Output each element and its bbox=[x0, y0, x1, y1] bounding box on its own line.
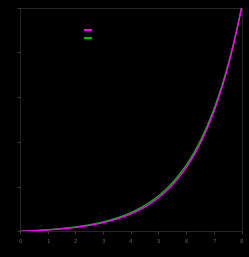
Legend: , : , bbox=[85, 28, 91, 41]
